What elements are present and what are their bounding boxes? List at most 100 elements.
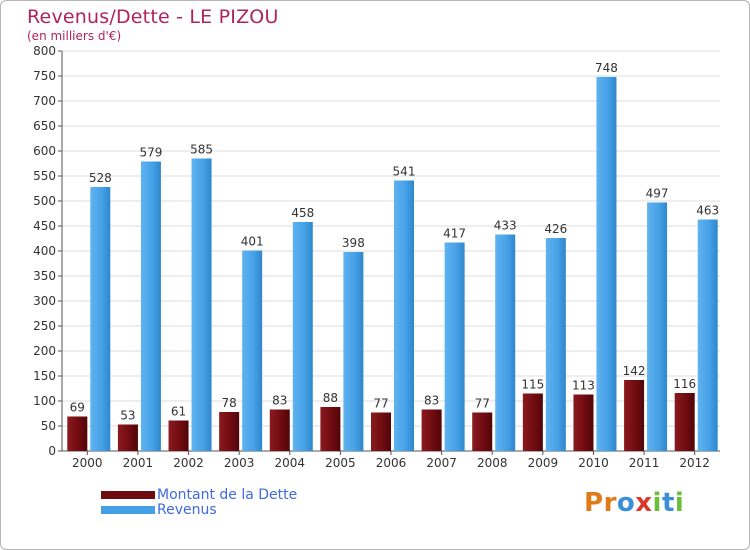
bar-revenus bbox=[242, 250, 263, 451]
x-tick-label: 2008 bbox=[477, 456, 508, 470]
chart-subtitle: (en milliers d'€) bbox=[27, 29, 122, 43]
data-label-revenus: 401 bbox=[241, 235, 264, 249]
data-label-revenus: 585 bbox=[190, 143, 213, 157]
data-label-dette: 53 bbox=[120, 409, 135, 423]
bar-revenus bbox=[697, 219, 718, 451]
bar-revenus bbox=[292, 222, 313, 451]
bar-revenus bbox=[596, 77, 617, 451]
y-tick-label: 300 bbox=[33, 294, 56, 308]
logo-letter: x bbox=[635, 488, 653, 518]
bar-revenus bbox=[495, 234, 516, 451]
bar-dette bbox=[472, 412, 493, 451]
data-label-dette: 83 bbox=[272, 394, 287, 408]
y-tick-label: 800 bbox=[33, 44, 56, 58]
y-tick-label: 50 bbox=[41, 419, 56, 433]
x-tick-label: 2002 bbox=[173, 456, 204, 470]
data-label-dette: 77 bbox=[475, 397, 490, 411]
logo-letter: i bbox=[652, 488, 662, 518]
x-tick-label: 2005 bbox=[325, 456, 356, 470]
data-label-revenus: 463 bbox=[696, 204, 719, 218]
bar-revenus bbox=[545, 238, 566, 451]
data-label-dette: 115 bbox=[521, 378, 544, 392]
bar-dette bbox=[269, 409, 290, 451]
data-label-dette: 116 bbox=[673, 377, 696, 391]
data-label-revenus: 528 bbox=[89, 171, 112, 185]
bar-revenus bbox=[444, 242, 465, 451]
y-tick-label: 750 bbox=[33, 69, 56, 83]
bar-dette bbox=[522, 393, 543, 451]
data-label-dette: 88 bbox=[323, 391, 338, 405]
bar-dette bbox=[117, 424, 138, 451]
bar-revenus bbox=[394, 180, 414, 451]
x-tick-label: 2009 bbox=[528, 456, 559, 470]
bar-revenus bbox=[343, 252, 364, 451]
proxiti-logo: Proxiti bbox=[584, 488, 684, 518]
x-tick-label: 2007 bbox=[426, 456, 457, 470]
data-label-revenus: 579 bbox=[139, 146, 162, 160]
logo-letter: r bbox=[603, 488, 617, 518]
data-label-revenus: 433 bbox=[494, 219, 517, 233]
x-tick-label: 2010 bbox=[578, 456, 609, 470]
bar-revenus bbox=[191, 158, 212, 451]
bar-revenus bbox=[90, 187, 111, 451]
logo-letter: i bbox=[674, 488, 685, 518]
data-label-dette: 83 bbox=[424, 394, 439, 408]
bar-dette bbox=[371, 412, 391, 451]
bar-revenus bbox=[140, 161, 161, 451]
y-tick-label: 500 bbox=[33, 194, 56, 208]
logo-letter: t bbox=[661, 488, 675, 518]
y-tick-label: 650 bbox=[33, 119, 56, 133]
chart-title: Revenus/Dette - LE PIZOU bbox=[27, 6, 279, 28]
data-label-revenus: 458 bbox=[291, 206, 314, 220]
data-label-dette: 142 bbox=[623, 364, 646, 378]
logo-letter: o bbox=[616, 488, 636, 518]
bar-dette bbox=[219, 412, 240, 451]
data-label-dette: 61 bbox=[171, 405, 186, 419]
data-label-revenus: 497 bbox=[646, 187, 669, 201]
logo-letter: P bbox=[584, 488, 604, 518]
x-tick-label: 2004 bbox=[274, 456, 305, 470]
legend-swatch-revenus bbox=[101, 505, 155, 514]
bar-revenus bbox=[647, 202, 668, 451]
data-label-dette: 77 bbox=[373, 397, 388, 411]
y-tick-label: 0 bbox=[48, 444, 56, 458]
x-tick-label: 2011 bbox=[629, 456, 660, 470]
data-label-dette: 113 bbox=[572, 379, 595, 393]
bar-dette bbox=[168, 420, 189, 451]
legend-swatch-dette bbox=[101, 490, 155, 499]
y-tick-label: 700 bbox=[33, 94, 56, 108]
x-tick-label: 2003 bbox=[224, 456, 255, 470]
x-tick-label: 2012 bbox=[679, 456, 710, 470]
legend-item-revenus: Revenus bbox=[101, 501, 297, 518]
data-label-revenus: 541 bbox=[393, 165, 416, 179]
data-label-dette: 78 bbox=[222, 396, 237, 410]
x-tick-label: 2006 bbox=[376, 456, 407, 470]
legend-item-dette: Montant de la Dette bbox=[101, 486, 298, 503]
bar-dette bbox=[624, 380, 645, 451]
data-label-revenus: 426 bbox=[544, 222, 567, 236]
y-tick-label: 100 bbox=[33, 394, 56, 408]
bar-dette bbox=[320, 407, 341, 451]
y-tick-label: 550 bbox=[33, 169, 56, 183]
y-tick-label: 600 bbox=[33, 144, 56, 158]
y-tick-label: 350 bbox=[33, 269, 56, 283]
x-tick-label: 2001 bbox=[123, 456, 154, 470]
legend: Montant de la Dette Revenus bbox=[101, 486, 298, 518]
legend-label-revenus: Revenus bbox=[157, 501, 217, 518]
y-tick-label: 250 bbox=[33, 319, 56, 333]
bar-dette bbox=[67, 416, 88, 451]
x-tick-label: 2000 bbox=[72, 456, 103, 470]
data-label-revenus: 398 bbox=[342, 236, 365, 250]
data-label-revenus: 417 bbox=[443, 227, 466, 241]
bar-dette bbox=[674, 393, 695, 451]
y-tick-label: 150 bbox=[33, 369, 56, 383]
bar-dette bbox=[573, 394, 594, 451]
y-tick-label: 400 bbox=[33, 244, 56, 258]
data-label-dette: 69 bbox=[70, 401, 85, 415]
legend-label-dette: Montant de la Dette bbox=[157, 486, 298, 503]
data-label-revenus: 748 bbox=[595, 61, 618, 75]
y-tick-label: 450 bbox=[33, 219, 56, 233]
bar-dette bbox=[421, 409, 442, 451]
